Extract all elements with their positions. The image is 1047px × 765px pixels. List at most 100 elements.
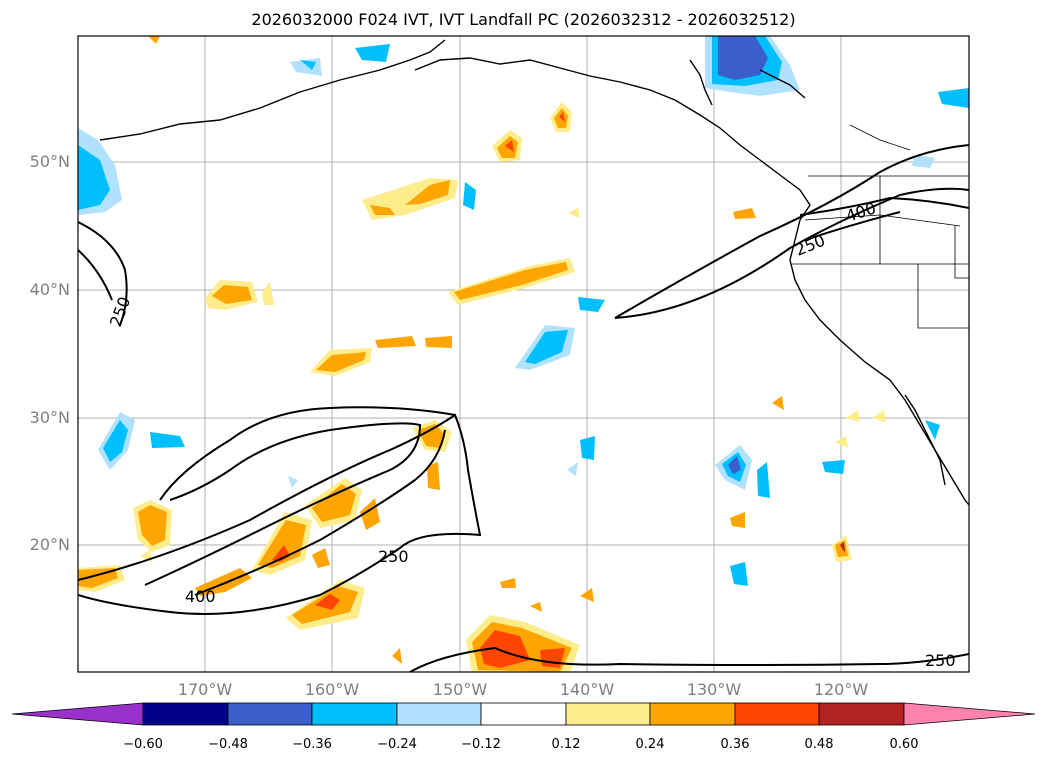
colorbar-tick-8: 0.36	[720, 737, 750, 752]
contour-400-coastal	[799, 196, 969, 216]
contour-250-south	[409, 646, 969, 672]
map-frame-bg	[78, 36, 969, 672]
warm-patch-35	[148, 36, 160, 44]
contour-label-250-pacific: 250	[378, 547, 409, 566]
lon-label-130w: 130°W	[686, 680, 742, 699]
blue-patch-pnw	[912, 155, 935, 168]
colorbar-over	[903, 702, 1036, 726]
warm-patch-12-inner	[418, 424, 445, 448]
blue-patch-west-edge-inner	[78, 145, 110, 210]
lon-label-170w: 170°W	[177, 680, 233, 699]
border-nv	[917, 264, 969, 329]
colorbar	[11, 702, 1036, 726]
colorbar-bin-4	[396, 702, 482, 726]
blue-patch-5	[580, 436, 595, 460]
warm-patch-26	[772, 396, 784, 410]
warm-patch-13	[427, 462, 440, 490]
warm-patch-15-inner	[312, 484, 356, 522]
blue-patch-8	[757, 462, 770, 498]
blue-patch-alaska-inner	[718, 36, 768, 80]
contour-400-pacific	[144, 422, 422, 586]
contour-label-400-pacific: 400	[185, 587, 216, 606]
warm-patch-17-mid	[258, 520, 306, 568]
contour-250-west-1	[78, 221, 128, 326]
lon-label-120w: 120°W	[813, 680, 869, 699]
colorbar-bin-9	[818, 702, 905, 726]
warm-patch-27	[846, 410, 860, 422]
colorbar-tick-10: 0.60	[889, 737, 919, 752]
blue-patch-1	[578, 297, 605, 312]
warm-patch-24-inner	[835, 540, 848, 557]
contour-label-250-south: 250	[925, 651, 956, 670]
warm-patch-9-inner	[316, 352, 366, 372]
colorbar-tick-5: −0.12	[461, 737, 501, 752]
contour-250-pacific	[78, 413, 482, 615]
blue-patch-canada	[938, 88, 969, 108]
warm-patch-21-inner	[315, 594, 340, 610]
warm-patch-30	[580, 588, 594, 602]
coast-north-america	[414, 57, 969, 506]
lat-label-50n: 50°N	[29, 152, 70, 171]
ivt-contours	[78, 144, 969, 672]
warm-patch-32	[530, 602, 542, 612]
warm-patch-31	[500, 578, 516, 588]
contour-250-coastal-north	[614, 144, 969, 319]
colorbar-bin-7	[649, 702, 736, 726]
borders	[792, 124, 969, 329]
border-box	[954, 226, 969, 279]
contour-250-pacific-top	[159, 406, 456, 501]
warm-patch-29	[835, 436, 848, 448]
colorbar-bin-6	[565, 702, 651, 726]
border-bc-ab	[849, 124, 911, 151]
warm-patch-5	[568, 208, 580, 218]
warm-patch-7-inner	[212, 285, 252, 304]
warm-patch-3a	[405, 180, 450, 205]
colorbar-bin-5	[480, 702, 567, 726]
warm-patch-3b	[370, 205, 395, 215]
colorbar-tick-9: 0.48	[804, 737, 834, 752]
warm-patch-2-inner	[559, 112, 565, 122]
blue-patch-9	[822, 460, 845, 474]
positive-anomaly-patches	[78, 36, 886, 672]
warm-patch-28	[872, 410, 886, 422]
colorbar-bin-3	[311, 702, 398, 726]
warm-patch-25	[730, 512, 745, 528]
blue-patch-4	[150, 432, 185, 448]
blue-patch-10	[730, 562, 748, 586]
negative-anomaly-patches	[78, 36, 969, 586]
colorbar-tick-3: −0.36	[292, 737, 332, 752]
blue-patch-6	[567, 462, 578, 476]
lon-label-150w: 150°W	[432, 680, 488, 699]
colorbar-under	[11, 702, 144, 726]
coast-alaska-panhandle	[689, 59, 713, 106]
warm-patch-6-inner	[454, 262, 568, 300]
warm-patch-24-core	[840, 542, 845, 553]
lon-label-160w: 160°W	[304, 680, 360, 699]
warm-patch-18	[312, 548, 330, 568]
coast-aleutian	[99, 39, 446, 141]
blue-patch-3-inner	[103, 420, 128, 462]
blue-patch-coast	[925, 420, 940, 440]
warm-patch-14-inner	[138, 505, 167, 546]
blue-patch-7-inner	[728, 456, 741, 474]
warm-patch-4	[733, 208, 756, 219]
lat-label-20n: 20°N	[29, 535, 70, 554]
blue-patch-small	[288, 476, 298, 488]
coastlines	[99, 39, 969, 506]
warm-patch-11	[425, 336, 452, 348]
lon-label-140w: 140°W	[559, 680, 615, 699]
warm-patch-10	[375, 336, 416, 348]
colorbar-tick-2: −0.48	[208, 737, 248, 752]
colorbar-bin-8	[734, 702, 820, 726]
colorbar-tick-4: −0.24	[377, 737, 417, 752]
contour-400-inner	[194, 429, 446, 596]
blue-patch-center-north	[463, 182, 476, 210]
colorbar-bin-1	[142, 702, 229, 726]
colorbar-tick-7: 0.24	[635, 737, 665, 752]
map-frame	[77, 35, 970, 673]
warm-patch-33	[392, 648, 402, 664]
blue-patch-gulf-1	[355, 44, 390, 62]
coast-bc-inlet	[759, 69, 806, 99]
colorbar-tick-1: −0.60	[123, 737, 163, 752]
